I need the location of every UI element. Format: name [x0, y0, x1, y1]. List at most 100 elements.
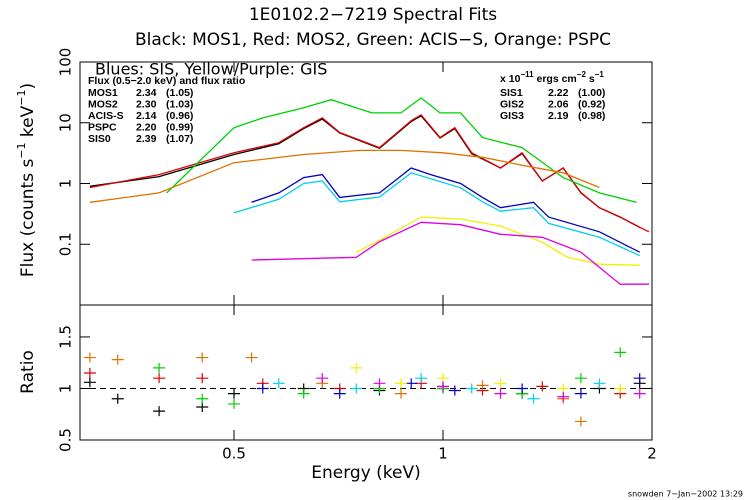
table-name: MOS2 — [88, 98, 118, 110]
ratio-point — [111, 354, 124, 365]
ratio-point — [373, 378, 386, 389]
ratio-point — [297, 388, 310, 399]
ratio-point — [448, 385, 461, 396]
annotation: Blues: SIS, Yellow/Purple: GIS — [95, 60, 327, 79]
ratio-point — [333, 388, 346, 399]
ratio-point — [405, 378, 418, 389]
units-exp: −11 — [520, 70, 534, 79]
table-ratio: (1.05) — [166, 87, 193, 99]
y-tick-label: 10 — [57, 113, 75, 132]
ratio-point — [153, 406, 166, 417]
ratio-point — [557, 391, 570, 402]
units-exp: −2 — [577, 70, 587, 79]
table-flux: 2.22 — [548, 87, 569, 99]
ratio-point — [245, 352, 258, 363]
table-flux: 2.14 — [136, 110, 157, 122]
ratio-point — [633, 373, 646, 384]
units-part: x 10 — [500, 73, 521, 85]
ratio-point — [111, 393, 124, 404]
y-tick-label: 0.5 — [57, 428, 75, 452]
ratio-point — [614, 383, 627, 394]
table-ratio: (0.99) — [166, 121, 193, 133]
ratio-point — [350, 383, 363, 394]
ratio-point — [465, 383, 478, 394]
y-tick-label: 0.1 — [57, 232, 75, 256]
table-flux: 2.19 — [548, 110, 569, 122]
ratio-point — [494, 378, 507, 389]
units-label: x 10−11 ergs cm−2 s−1 — [500, 70, 604, 85]
y-axis-label: Flux (counts s−1 keV−1) — [15, 83, 38, 277]
ratio-point — [574, 416, 587, 427]
ratio-point — [196, 352, 209, 363]
units-part: s — [586, 73, 595, 85]
table-flux: 2.30 — [136, 98, 157, 110]
table-name: SIS1 — [500, 87, 523, 99]
table-flux: 2.34 — [136, 87, 157, 99]
ratio-point — [153, 373, 166, 384]
table-header: Flux (0.5−2.0 keV) and flux ratio — [88, 75, 245, 87]
ratio-point — [476, 380, 489, 391]
ratio-point — [395, 388, 408, 399]
ratio-point — [272, 378, 285, 389]
ratio-point — [437, 381, 450, 392]
table-flux: 2.39 — [136, 133, 157, 145]
series-line — [356, 216, 640, 266]
y-tick-label: 1.5 — [57, 325, 75, 349]
ratio-point — [83, 377, 96, 388]
y-axis-label: Ratio — [18, 350, 38, 394]
ratio-point — [153, 362, 166, 373]
label-part: ) — [18, 83, 38, 90]
y-tick-label: 1 — [57, 384, 75, 394]
units-part: ergs cm — [534, 73, 577, 85]
x-tick-label: 0.5 — [222, 445, 246, 463]
table-ratio: (1.00) — [578, 87, 605, 99]
series-line — [89, 149, 600, 203]
ratio-point — [633, 388, 646, 399]
table-name: GIS2 — [500, 98, 524, 110]
x-axis-label: Energy (keV) — [311, 463, 421, 483]
x-tick-label: 1 — [438, 445, 448, 463]
ratio-point — [350, 362, 363, 373]
label-exp: −1 — [15, 90, 28, 106]
ratio-point — [228, 398, 241, 409]
series-line — [251, 221, 649, 285]
ratio-point — [593, 378, 606, 389]
table-ratio: (1.07) — [166, 133, 193, 145]
label-part: keV — [18, 105, 38, 142]
chart-title: 1E0102.2−7219 Spectral Fits — [249, 5, 497, 25]
ratio-point — [83, 352, 96, 363]
ratio-point — [415, 373, 428, 384]
series-line — [166, 97, 637, 203]
chart-subtitle: Black: MOS1, Red: MOS2, Green: ACIS−S, O… — [135, 30, 611, 50]
table-ratio: (0.98) — [578, 110, 605, 122]
table-ratio: (0.92) — [578, 98, 605, 110]
series-line — [251, 167, 640, 253]
y-tick-label: 1 — [57, 179, 75, 189]
table-name: ACIS-S — [88, 110, 124, 122]
ratio-point — [228, 388, 241, 399]
ratio-point — [614, 347, 627, 358]
table-name: SIS0 — [88, 133, 111, 145]
ratio-point — [256, 383, 269, 394]
table-name: MOS1 — [88, 87, 118, 99]
ratio-point — [196, 373, 209, 384]
ratio-point — [316, 373, 329, 384]
ratio-point — [527, 393, 540, 404]
table-name: PSPC — [88, 121, 117, 133]
table-name: GIS3 — [500, 110, 524, 122]
label-part: Flux (counts s — [18, 159, 38, 278]
ratio-point — [395, 378, 408, 389]
series-line — [89, 113, 650, 233]
footer: snowden 7−Jan−2002 13:29 — [628, 490, 743, 499]
table-flux: 2.06 — [548, 98, 569, 110]
y-tick-label: 100 — [57, 48, 75, 77]
units-exp: −1 — [595, 70, 605, 79]
ratio-point — [83, 368, 96, 379]
ratio-point — [196, 393, 209, 404]
ratio-point — [516, 383, 529, 394]
ratio-point — [574, 373, 587, 384]
label-exp: −1 — [15, 142, 28, 158]
series-line — [233, 172, 640, 257]
ratio-point — [574, 388, 587, 399]
